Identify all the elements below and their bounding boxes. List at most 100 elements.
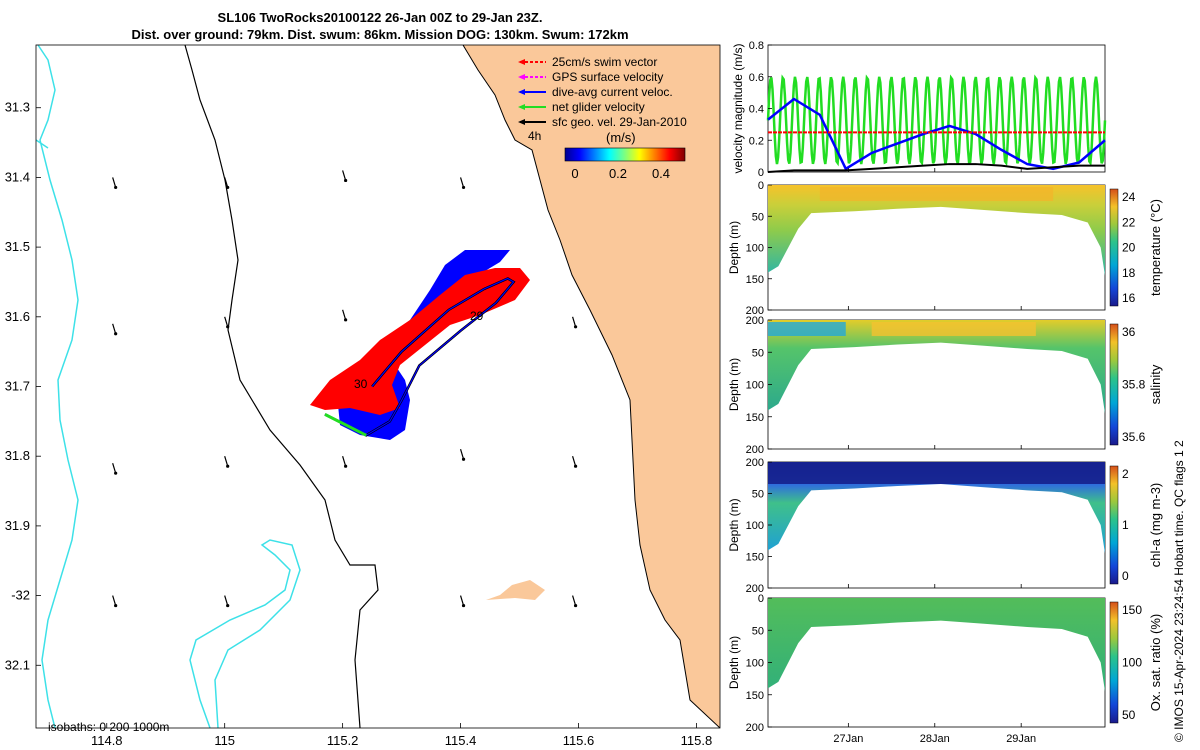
legend-label: GPS surface velocity bbox=[552, 70, 663, 84]
time-tick-label: 29Jan bbox=[1006, 733, 1036, 745]
map-ytick-label: 31.4 bbox=[5, 169, 30, 184]
legend-label: 25cm/s swim vector bbox=[552, 55, 657, 69]
map-xtick-label: 115.2 bbox=[327, 733, 359, 748]
colorbar-title: (m/s) bbox=[606, 130, 636, 145]
time-axis: 27Jan 28Jan 29Jan bbox=[833, 168, 1036, 745]
geo-velocity-vector bbox=[572, 316, 577, 327]
time-tick-label: 28Jan bbox=[920, 733, 950, 745]
legend-label: dive-avg current veloc. bbox=[552, 85, 673, 99]
section-colorbar bbox=[1109, 465, 1119, 585]
isobath-label: isobaths: 0 200 1000m bbox=[48, 720, 169, 734]
depth-ylabel: Depth (m) bbox=[727, 221, 741, 274]
geo-vector-head bbox=[573, 464, 578, 468]
legend-label: sfc geo. vel. 29-Jan-2010 bbox=[552, 115, 687, 129]
legend-arrowhead bbox=[518, 74, 525, 80]
depth-ylabel: Depth (m) bbox=[727, 636, 741, 689]
colorbar-tick-label: 24 bbox=[1122, 190, 1136, 204]
geo-vector-head bbox=[573, 603, 578, 608]
colorbar-tick-label: 150 bbox=[1122, 603, 1142, 617]
geo-vector-head bbox=[344, 464, 348, 468]
geo-vector-head bbox=[114, 471, 118, 475]
chart-title-line2: Dist. over ground: 79km. Dist. swum: 86k… bbox=[131, 27, 629, 42]
low-chl-surface-layer bbox=[768, 462, 1105, 484]
depth-tick-label: 150 bbox=[746, 690, 764, 702]
map-xtick-label: 115 bbox=[214, 733, 235, 748]
depth-tick-label: 0 bbox=[758, 180, 764, 192]
time-tick-label: 27Jan bbox=[833, 733, 863, 745]
map-ytick-label: 31.3 bbox=[5, 100, 30, 115]
depth-tick-label: 100 bbox=[746, 520, 764, 532]
section-panel-salinity: 200 50 100 150 200 Depth (m) 36 35.8 35.6 salinit… bbox=[727, 315, 1163, 456]
geo-vector-head bbox=[344, 318, 348, 322]
legend-arrowhead bbox=[518, 119, 525, 125]
geo-velocity-vector bbox=[342, 170, 347, 181]
map-ytick-label: 31.9 bbox=[5, 518, 30, 533]
depth-tick-label: 0 bbox=[758, 593, 764, 605]
legend-arrowhead bbox=[518, 89, 525, 95]
geo-velocity-vector bbox=[112, 595, 117, 606]
warm-surface-layer bbox=[819, 187, 1054, 201]
section-data-temperature bbox=[768, 185, 1105, 276]
section-colorbar bbox=[1109, 323, 1119, 446]
colorbar-tick-label: 22 bbox=[1122, 215, 1136, 229]
colorbar-label: temperature (°C) bbox=[1148, 199, 1163, 296]
isobath-1000-c bbox=[36, 139, 49, 149]
geo-vector-head bbox=[114, 332, 118, 336]
geo-velocity-vector bbox=[459, 449, 465, 460]
map-xtick-label: 115.8 bbox=[681, 733, 713, 748]
legend-arrowhead bbox=[518, 59, 525, 65]
colorbar-tick-label: 1 bbox=[1122, 518, 1129, 532]
colorbar-tick-label: 16 bbox=[1122, 291, 1136, 305]
map-ytick-label: 32.1 bbox=[5, 657, 30, 672]
geo-velocity-vector bbox=[112, 462, 117, 474]
depth-tick-label: 150 bbox=[746, 274, 764, 286]
depth-tick-label: 200 bbox=[746, 583, 764, 595]
geo-vector-head bbox=[226, 185, 230, 190]
swim-vector-swath bbox=[310, 268, 530, 415]
colorbar-tick-label: 50 bbox=[1122, 708, 1136, 722]
isobath-1000-b bbox=[189, 539, 301, 728]
geo-vector-head bbox=[461, 457, 466, 461]
day-label-30: 30 bbox=[354, 377, 368, 391]
geo-velocity-vector bbox=[224, 177, 229, 188]
isobath-200 bbox=[184, 45, 379, 728]
colorbar-tick-label: 100 bbox=[1122, 656, 1142, 670]
credit-text: © IMOS 15-Apr-2024 23:24:54 Hobart time.… bbox=[1172, 440, 1186, 742]
speed-colorbar-tick: 0 bbox=[571, 166, 578, 181]
map-ytick-label: -32 bbox=[11, 588, 30, 603]
geo-velocity-vector bbox=[572, 456, 577, 467]
map-xtick-label: 115.6 bbox=[563, 733, 595, 748]
speed-colorbar bbox=[564, 147, 686, 162]
geo-velocity-vector bbox=[572, 595, 577, 606]
island bbox=[486, 580, 545, 600]
geo-velocity-vector bbox=[112, 177, 117, 188]
land bbox=[463, 45, 720, 728]
map-ytick-label: 31.7 bbox=[5, 379, 30, 394]
depth-tick-label: 50 bbox=[752, 625, 764, 637]
velocity-ytick-label: 0.2 bbox=[749, 135, 764, 147]
depth-tick-label: 200 bbox=[746, 315, 764, 327]
colorbar-tick-label: 18 bbox=[1122, 266, 1136, 280]
colorbar-tick-label: 2 bbox=[1122, 467, 1129, 481]
salty-surface-layer bbox=[871, 322, 1036, 336]
velocity-ytick-label: 0.4 bbox=[749, 104, 764, 116]
depth-tick-label: 200 bbox=[746, 305, 764, 317]
colorbar-tick-label: 35.6 bbox=[1122, 430, 1146, 444]
depth-tick-label: 150 bbox=[746, 412, 764, 424]
map-xtick-label: 115.4 bbox=[445, 733, 477, 748]
depth-tick-label: 50 bbox=[752, 211, 764, 223]
velocity-ytick-label: 0.8 bbox=[749, 40, 764, 52]
section-colorbar bbox=[1109, 601, 1119, 724]
depth-tick-label: 200 bbox=[746, 722, 764, 734]
colorbar-tick-label: 20 bbox=[1122, 241, 1136, 255]
geo-velocity-vector bbox=[224, 595, 229, 606]
speed-colorbar-tick: 0.4 bbox=[652, 166, 670, 181]
map-xtick-label: 114.8 bbox=[91, 733, 123, 748]
geo-vector-head bbox=[573, 325, 578, 329]
chart-title-line1: SL106 TwoRocks20100122 26-Jan 00Z to 29-… bbox=[217, 10, 543, 25]
section-data-chl-a bbox=[768, 462, 1105, 554]
map-ytick-label: 31.6 bbox=[5, 309, 30, 324]
depth-tick-label: 50 bbox=[752, 489, 764, 501]
